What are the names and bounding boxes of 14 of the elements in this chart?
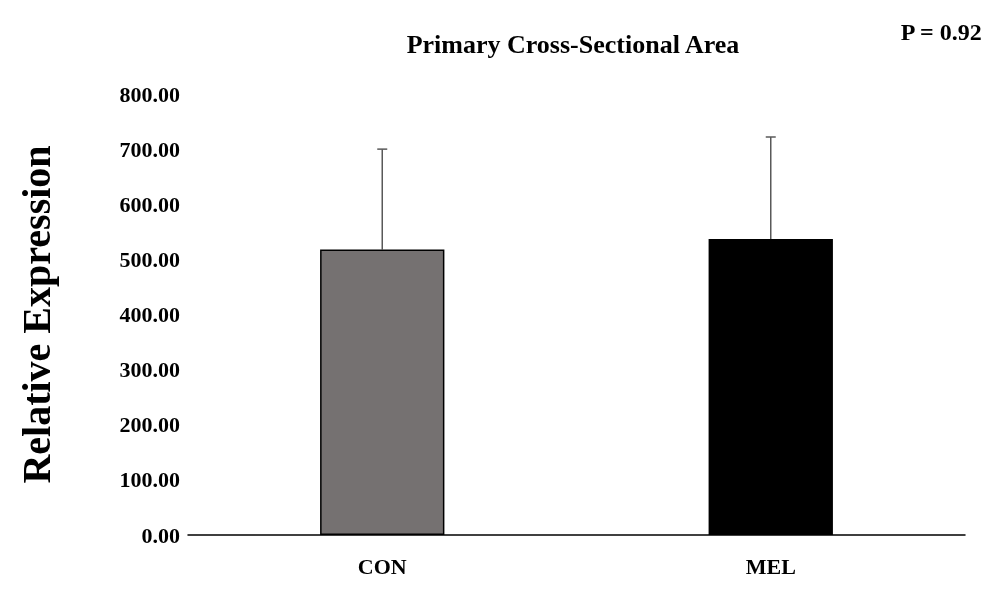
y-tick-label: 0.00 [141, 522, 180, 548]
x-tick-label: MEL [745, 553, 796, 579]
y-tick-label: 100.00 [119, 467, 180, 493]
y-tick-label: 300.00 [119, 357, 180, 383]
text: P = 0.92 [900, 19, 982, 45]
y-tick-label: 500.00 [119, 246, 180, 272]
y-tick-label: 200.00 [119, 412, 180, 438]
x-tick-label: CON [357, 553, 407, 579]
y-tick-label: 700.00 [119, 136, 180, 162]
y-tick-label: 400.00 [119, 302, 180, 327]
y-tick-label: 600.00 [119, 191, 180, 217]
y-tick-label: 800.00 [119, 81, 180, 107]
y-axis-title: Relative Expression [13, 145, 59, 484]
chart-title: Primary Cross-Sectional Area [406, 29, 740, 59]
